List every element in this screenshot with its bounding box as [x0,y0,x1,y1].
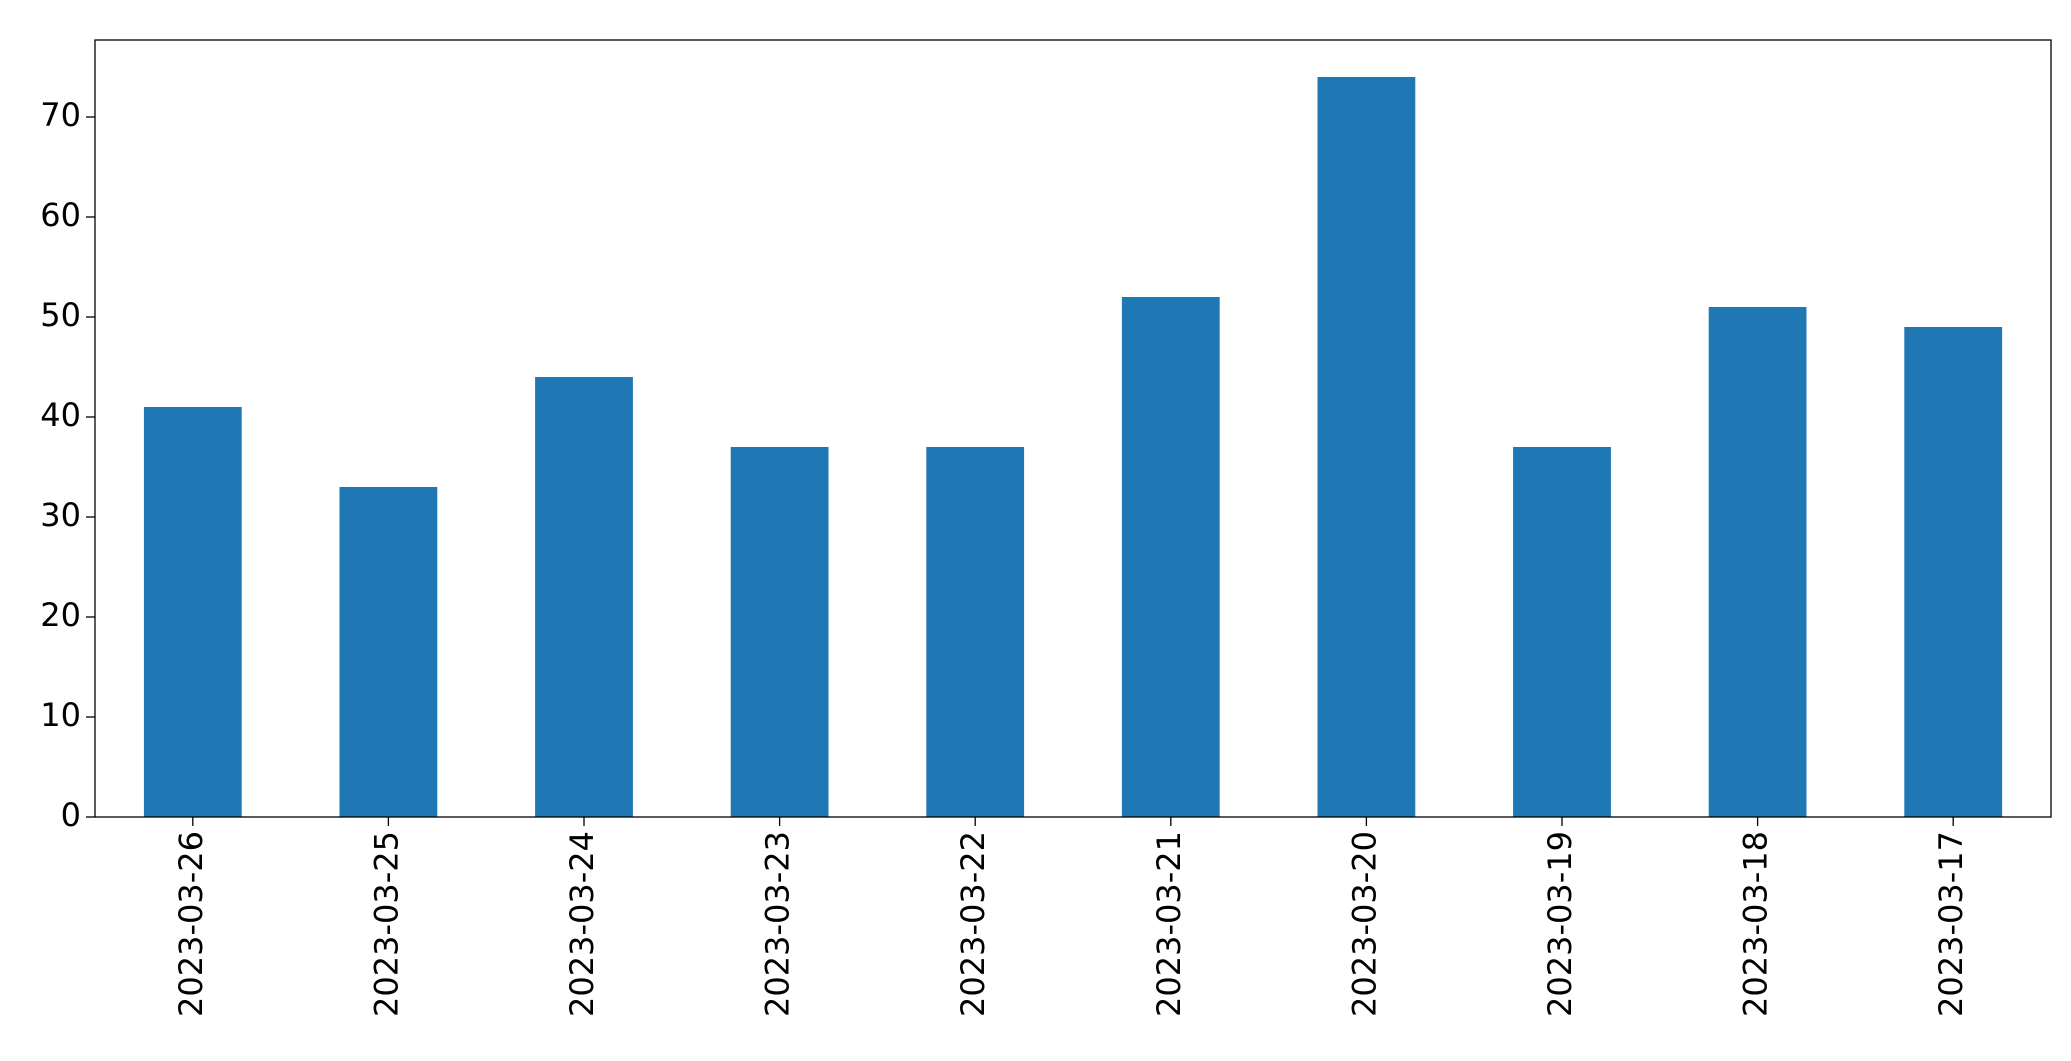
x-tick-label: 2023-03-25 [367,831,405,1017]
x-tick-label: 2023-03-21 [1150,831,1188,1017]
y-tick-label: 70 [40,96,81,134]
x-tick-label: 2023-03-18 [1737,831,1775,1017]
bar [1904,327,2003,817]
x-tick-label: 2023-03-19 [1541,831,1579,1017]
y-tick-label: 50 [40,296,81,334]
x-tick-label: 2023-03-17 [1932,831,1970,1017]
y-tick-label: 40 [40,396,81,434]
plot-frame [94,39,2052,818]
y-tick-label: 30 [40,496,81,534]
y-tick-label: 60 [40,196,81,234]
bar [730,447,829,817]
bar [926,447,1025,817]
x-tick-label: 2023-03-22 [954,831,992,1017]
bar [1121,297,1220,817]
bar [1708,307,1807,817]
bar [1513,447,1611,817]
y-tick-label: 0 [61,796,81,834]
x-tick-label: 2023-03-24 [563,831,601,1017]
y-tick-label: 20 [40,596,81,634]
y-tick-label: 10 [40,696,81,734]
x-tick-label: 2023-03-20 [1345,831,1383,1017]
bar [1317,77,1416,817]
bar [535,377,633,817]
bar [143,407,242,817]
bar [339,487,438,817]
x-tick-label: 2023-03-23 [759,831,797,1017]
x-tick-label: 2023-03-26 [172,831,210,1017]
